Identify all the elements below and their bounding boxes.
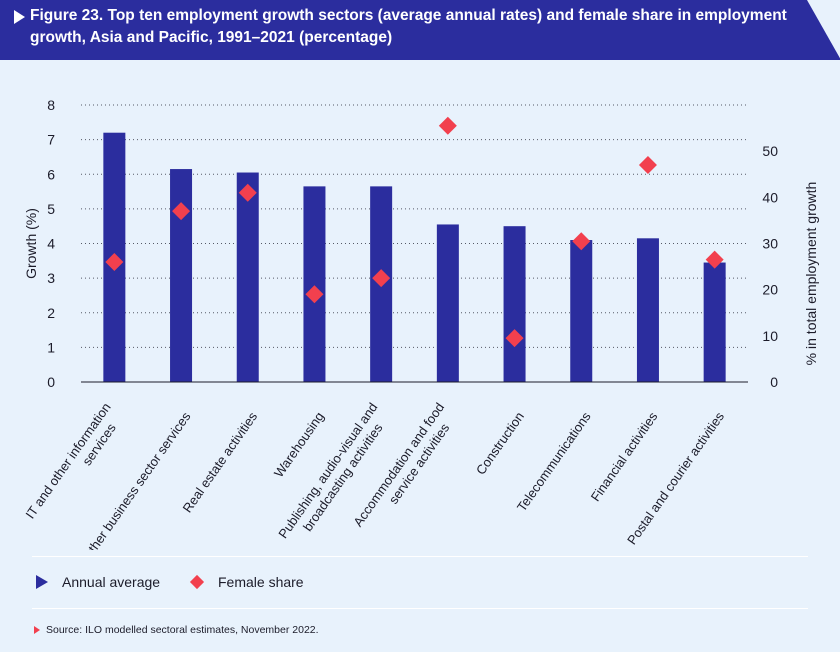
y2-tick-label: 0 xyxy=(770,374,778,390)
header-corner-notch xyxy=(807,0,840,60)
play-triangle-icon xyxy=(14,10,25,24)
x-tick-label: Financial activities xyxy=(588,409,661,504)
legend-bottom-divider xyxy=(32,608,808,609)
y-tick-label: 5 xyxy=(47,201,55,217)
female-share-marker xyxy=(438,116,457,135)
female-share-marker xyxy=(638,156,657,175)
x-tick-label: Publishing, audio-visual andbroadcasting… xyxy=(275,400,393,550)
y2-axis-label: % in total employment growth xyxy=(803,182,819,366)
legend-item-female-share: Female share xyxy=(189,570,304,594)
x-tick-label: Real estate activities xyxy=(180,409,261,516)
female-share-marker xyxy=(505,329,524,348)
legend-item-annual-average: Annual average xyxy=(36,570,160,594)
bar xyxy=(703,262,726,382)
y-tick-label: 8 xyxy=(47,97,55,113)
bar xyxy=(436,224,459,382)
x-tick-label-line: Financial activities xyxy=(588,409,661,504)
female-share-marker xyxy=(572,232,591,251)
x-tick-label-line: Telecommunications xyxy=(514,409,594,514)
y-tick-label: 7 xyxy=(47,132,55,148)
y-tick-label: 1 xyxy=(47,339,55,355)
red-diamond-icon xyxy=(189,574,205,590)
bar xyxy=(303,186,326,382)
female-share-marker xyxy=(172,202,191,221)
x-tick-label-line: IT and other information xyxy=(22,400,113,521)
x-tick-label-line: Construction xyxy=(473,409,527,477)
bar xyxy=(570,240,593,382)
bar xyxy=(170,169,193,382)
figure-header: Figure 23. Top ten employment growth sec… xyxy=(0,0,840,60)
y-axis-label: Growth (%) xyxy=(23,208,39,279)
y-tick-label: 4 xyxy=(47,236,55,252)
combo-chart: 0 1 2 3 4 5 6 7 8 0 10 20 30 40 50 Growth (%) % in total… xyxy=(22,97,819,550)
legend-top-divider xyxy=(32,556,808,557)
y-tick-label: 0 xyxy=(47,374,55,390)
source-text: Source: ILO modelled sectoral estimates,… xyxy=(46,624,319,636)
female-share-marker xyxy=(305,285,324,304)
female-share-marker xyxy=(705,250,724,269)
female-share-marker xyxy=(372,269,391,288)
bar xyxy=(503,226,526,382)
y-tick-label: 6 xyxy=(47,166,55,182)
legend-label-female-share: Female share xyxy=(218,574,304,590)
bar xyxy=(636,238,659,382)
female-share-marker xyxy=(105,252,124,271)
legend-label-annual-average: Annual average xyxy=(62,574,161,590)
y-tick-label: 3 xyxy=(47,270,55,286)
y2-tick-label: 40 xyxy=(762,189,778,205)
y-tick-label: 2 xyxy=(47,305,55,321)
red-triangle-icon xyxy=(34,626,40,634)
source-note: Source: ILO modelled sectoral estimates,… xyxy=(34,624,319,636)
figure-title: Figure 23. Top ten employment growth sec… xyxy=(30,7,787,46)
blue-triangle-icon xyxy=(36,575,48,589)
y2-tick-label: 50 xyxy=(762,143,778,159)
y2-tick-label: 20 xyxy=(762,282,778,298)
x-tick-label: Telecommunications xyxy=(514,409,594,514)
y2-tick-label: 10 xyxy=(762,328,778,344)
female-share-marker xyxy=(238,183,257,202)
x-tick-label-line: Real estate activities xyxy=(180,409,261,516)
x-tick-label: Construction xyxy=(473,409,527,477)
y2-tick-label: 30 xyxy=(762,236,778,252)
bar xyxy=(236,172,259,382)
